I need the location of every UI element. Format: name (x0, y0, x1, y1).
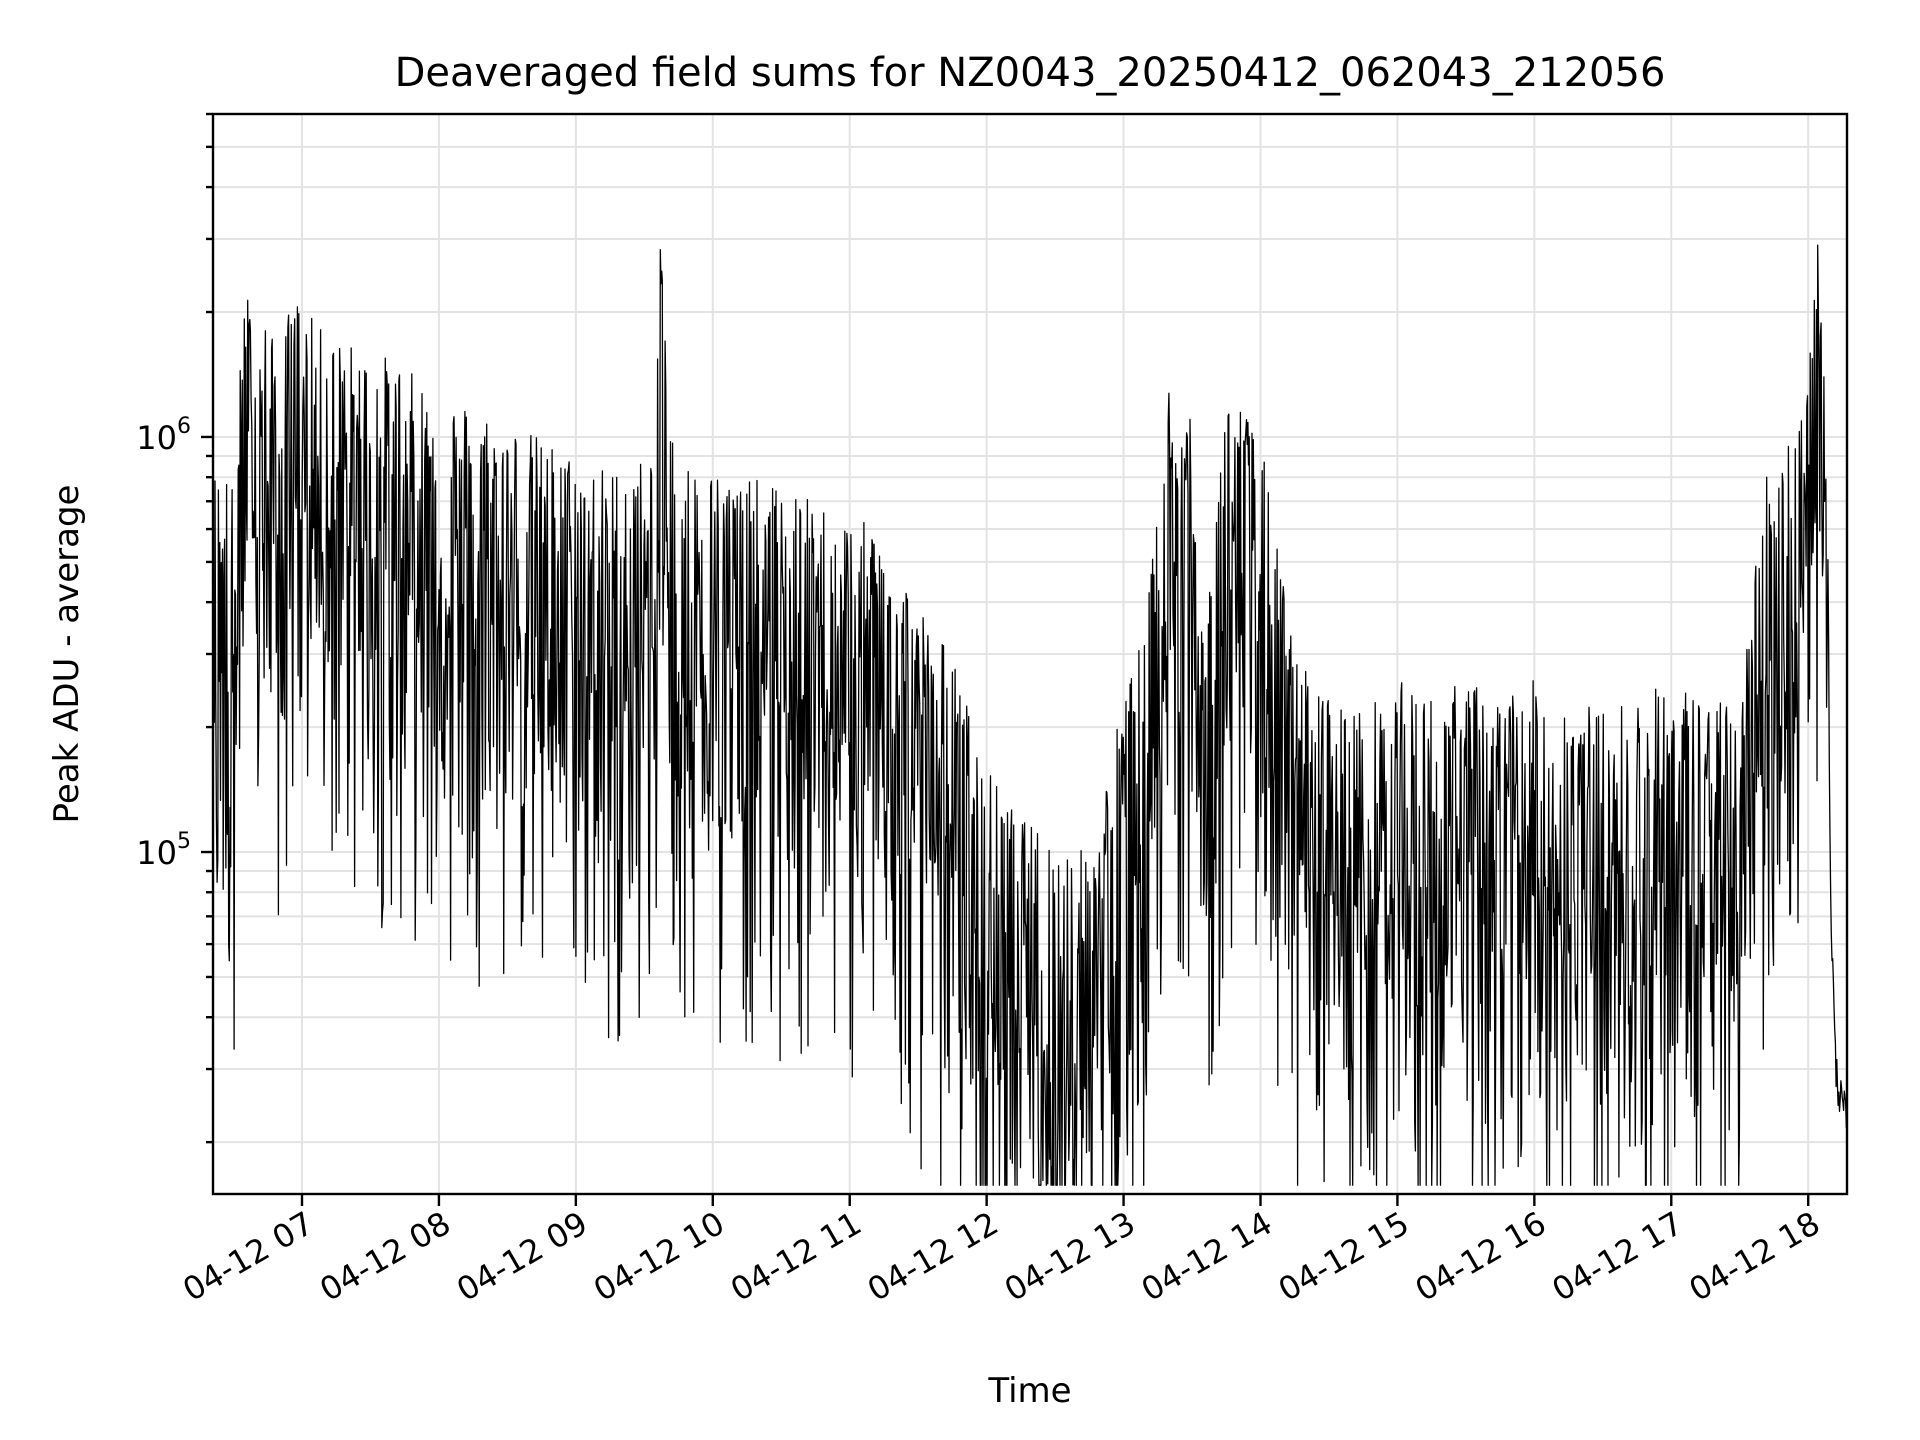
x-tick-label: 04-12 08 (313, 1204, 457, 1309)
x-tick-label: 04-12 09 (450, 1204, 594, 1309)
x-tick-label: 04-12 13 (998, 1204, 1142, 1309)
y-tick-base: 10 (136, 419, 177, 457)
y-axis-label: Peak ADU - average (47, 485, 87, 824)
y-tick-exponent: 5 (177, 829, 191, 854)
x-axis-label: Time (987, 1371, 1071, 1411)
x-tick-label: 04-12 15 (1272, 1204, 1416, 1309)
chart-title: Deaveraged field sums for NZ0043_2025041… (395, 50, 1666, 96)
y-tick-label: 106 (136, 414, 191, 457)
x-tick-label: 04-12 10 (587, 1204, 731, 1309)
x-tick-label: 04-12 16 (1409, 1204, 1553, 1309)
x-tick-label: 04-12 17 (1546, 1204, 1690, 1309)
x-tick-label: 04-12 07 (176, 1204, 320, 1309)
y-tick-base: 10 (136, 834, 177, 872)
x-tick-label: 04-12 14 (1135, 1204, 1279, 1309)
x-tick-label: 04-12 18 (1683, 1204, 1827, 1309)
y-tick-label: 105 (136, 829, 191, 872)
x-tick-label: 04-12 11 (724, 1204, 868, 1309)
y-tick-exponent: 6 (177, 414, 191, 439)
series-line (212, 244, 1848, 1186)
x-tick-label: 04-12 12 (861, 1204, 1005, 1309)
